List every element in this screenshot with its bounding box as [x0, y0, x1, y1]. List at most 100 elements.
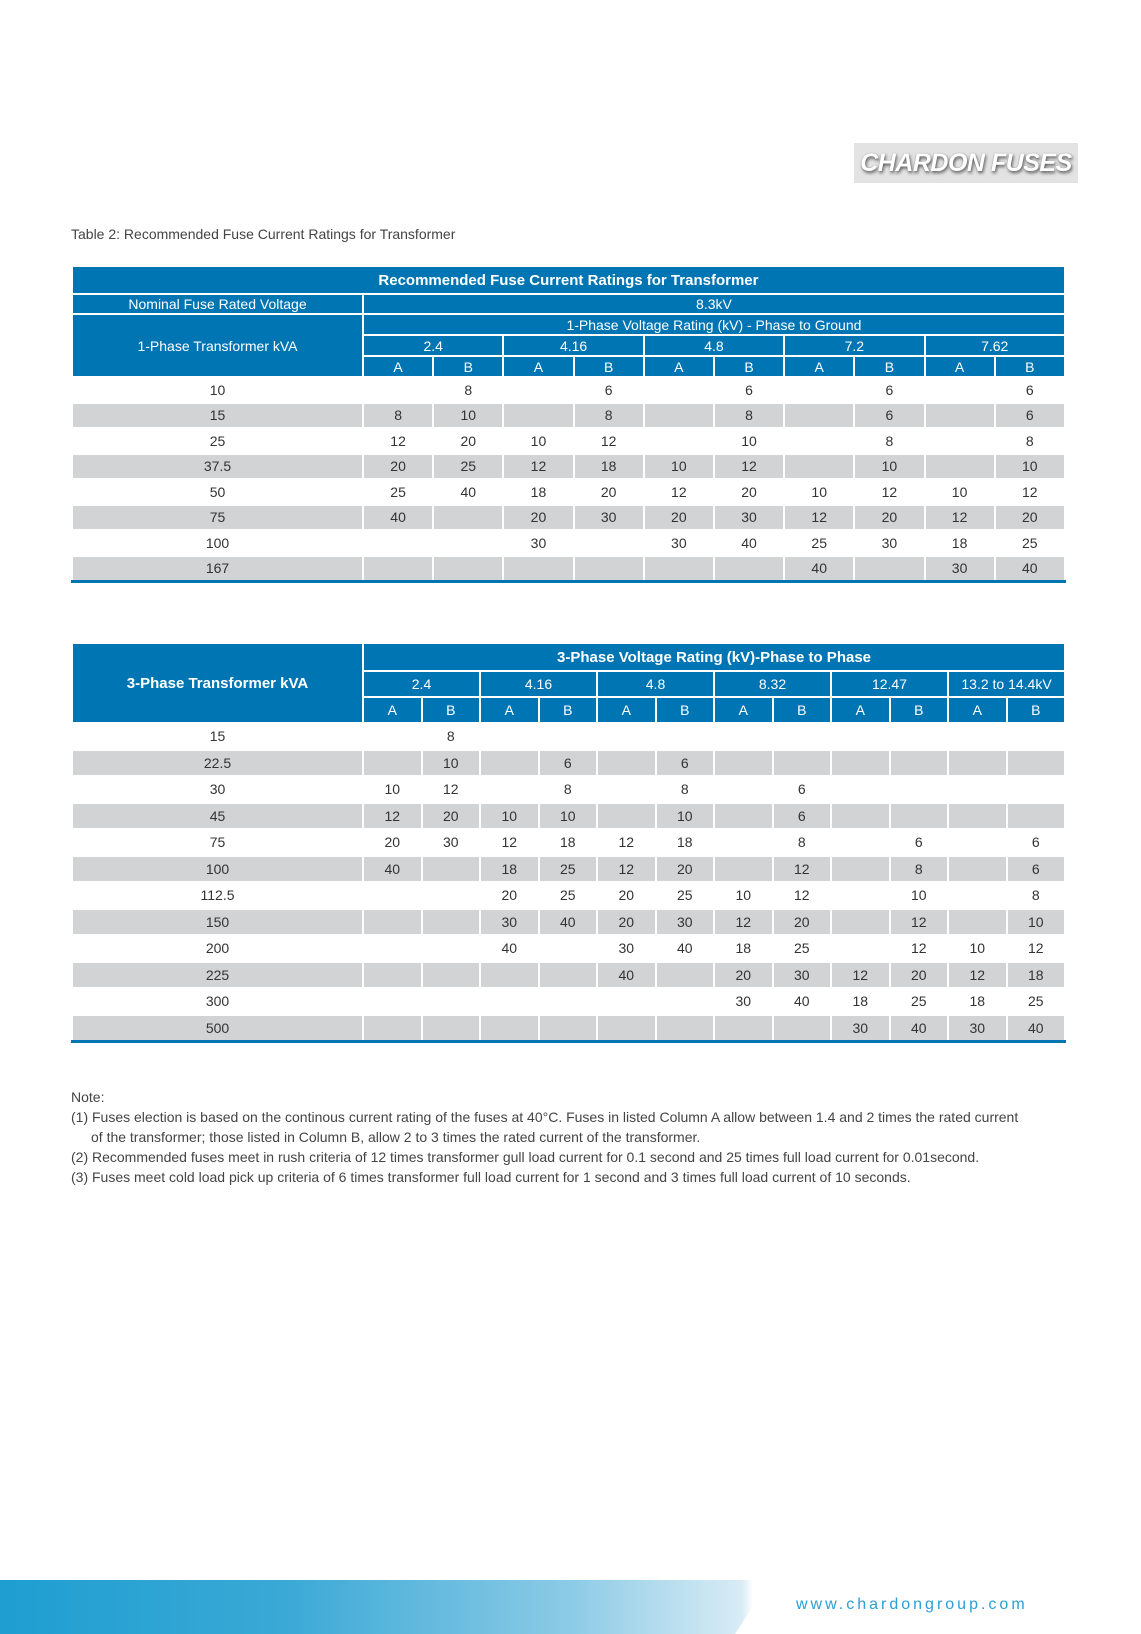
kva-cell: 300	[71, 987, 364, 1016]
rating-cell: 25	[537, 854, 598, 883]
rating-cell	[420, 960, 481, 989]
kva-cell: 112.5	[71, 881, 364, 910]
rating-cell: 40	[712, 529, 786, 557]
rating-cell	[947, 828, 1008, 857]
rating-cell: 10	[432, 401, 505, 429]
rating-cell: 12	[713, 907, 774, 936]
rating-cell: 25	[361, 478, 435, 506]
rating-cell	[420, 1013, 481, 1043]
column-b-header: B	[993, 355, 1066, 378]
rating-cell: 40	[771, 987, 832, 1016]
rating-cell	[361, 554, 435, 583]
table-row: 300 30 40 18 25 18 25	[71, 987, 1067, 1016]
rating-cell: 12	[361, 427, 435, 455]
table-row: 100 30 30 40 25 30 18 25	[71, 529, 1066, 557]
rating-cell	[479, 960, 540, 989]
rating-cell	[713, 748, 774, 777]
rating-cell: 30	[420, 828, 481, 857]
rating-cell	[1005, 801, 1067, 830]
rating-cell: 10	[642, 452, 715, 480]
rating-cell: 30	[771, 960, 832, 989]
column-b-header: B	[712, 355, 786, 378]
rating-cell: 10	[1005, 907, 1067, 936]
rating-cell: 6	[537, 748, 598, 777]
rating-cell: 25	[993, 529, 1066, 557]
column-a-header: A	[479, 696, 540, 724]
kva-cell: 75	[71, 503, 364, 531]
rating-cell: 10	[712, 427, 786, 455]
table-row: 100 40 18 25 12 20 12 8 6	[71, 854, 1067, 883]
rating-cell: 20	[771, 907, 832, 936]
kva-cell: 100	[71, 529, 364, 557]
rating-cell	[830, 881, 891, 910]
rating-cell	[654, 987, 715, 1016]
rating-cell: 8	[771, 828, 832, 857]
rating-cell	[432, 503, 505, 531]
rating-cell: 12	[572, 427, 645, 455]
table-row: 15 8	[71, 722, 1067, 751]
rating-cell: 10	[420, 748, 481, 777]
rating-cell: 12	[888, 934, 949, 963]
table-row: 150 30 40 20 30 12 20 12 10	[71, 907, 1067, 936]
column-a-header: A	[947, 696, 1008, 724]
column-b-header: B	[420, 696, 481, 724]
rating-cell: 40	[432, 478, 505, 506]
rating-cell: 30	[479, 907, 540, 936]
rating-cell	[888, 775, 949, 804]
rating-cell	[713, 828, 774, 857]
column-b-header: B	[572, 355, 645, 378]
rating-cell	[596, 987, 657, 1016]
three-phase-fuse-table: 3-Phase Transformer kVA 3-Phase Voltage …	[71, 642, 1067, 1043]
kva-cell: 37.5	[71, 452, 364, 480]
rating-cell: 6	[654, 748, 715, 777]
rating-cell: 6	[572, 376, 645, 404]
rating-cell	[713, 775, 774, 804]
brand-logo: CHARDON FUSES	[854, 143, 1078, 183]
rating-cell: 8	[888, 854, 949, 883]
rating-cell	[830, 854, 891, 883]
rating-cell	[642, 554, 715, 583]
kva-cell: 25	[71, 427, 364, 455]
column-a-header: A	[713, 696, 774, 724]
rating-cell: 40	[537, 907, 598, 936]
rating-cell: 12	[888, 907, 949, 936]
rating-cell	[947, 775, 1008, 804]
rating-cell: 18	[923, 529, 996, 557]
rating-cell	[888, 748, 949, 777]
rating-cell: 12	[783, 503, 856, 531]
rating-cell	[537, 960, 598, 989]
rating-cell: 12	[479, 828, 540, 857]
rating-cell	[830, 748, 891, 777]
table-row: 75 20 30 12 18 12 18 8 6 6	[71, 828, 1067, 857]
rating-cell	[362, 748, 423, 777]
kva-header: 3-Phase Transformer kVA	[71, 642, 364, 724]
table-row: 112.5 20 25 20 25 10 12 10 8	[71, 881, 1067, 910]
rating-cell: 20	[361, 452, 435, 480]
rating-cell	[479, 1013, 540, 1043]
rating-cell: 30	[853, 529, 926, 557]
table-caption: Table 2: Recommended Fuse Current Rating…	[71, 226, 456, 242]
rating-cell	[537, 722, 598, 751]
kva-cell: 10	[71, 376, 364, 404]
rating-cell: 40	[783, 554, 856, 583]
table-row: 22.5 10 6 6	[71, 748, 1067, 777]
column-a-header: A	[783, 355, 856, 378]
rating-cell: 40	[479, 934, 540, 963]
rating-cell	[596, 801, 657, 830]
rating-cell	[362, 907, 423, 936]
kva-cell: 50	[71, 478, 364, 506]
rating-cell: 40	[361, 503, 435, 531]
rating-cell: 25	[432, 452, 505, 480]
rating-cell: 12	[993, 478, 1066, 506]
rating-cell	[923, 376, 996, 404]
rating-cell: 6	[771, 775, 832, 804]
rating-cell: 6	[993, 376, 1066, 404]
table-row: 30 10 12 8 8 6	[71, 775, 1067, 804]
voltage-rating-header: 1-Phase Voltage Rating (kV) - Phase to G…	[362, 313, 1066, 336]
notes-heading: Note:	[71, 1089, 105, 1105]
rating-cell: 25	[783, 529, 856, 557]
rating-cell	[479, 987, 540, 1016]
table-row: 45 12 20 10 10 10 6	[71, 801, 1067, 830]
kva-cell: 30	[71, 775, 364, 804]
rating-cell	[596, 748, 657, 777]
